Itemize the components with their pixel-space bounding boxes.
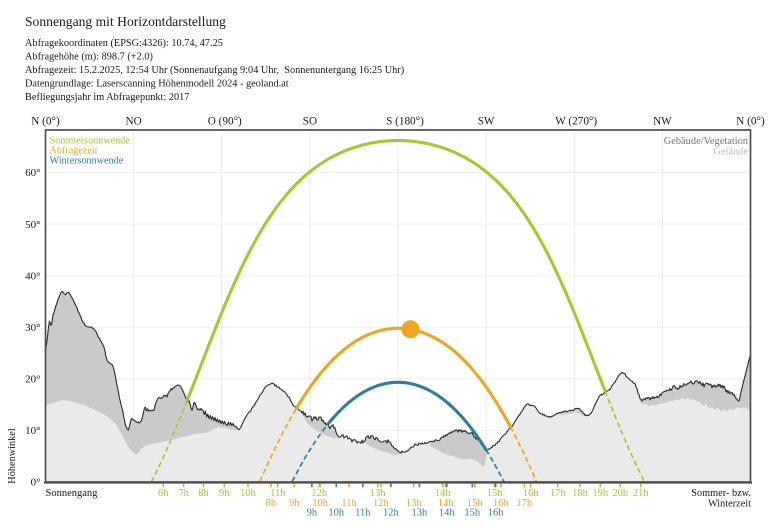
svg-text:Sonnengang: Sonnengang — [46, 488, 99, 499]
svg-text:10h: 10h — [328, 507, 345, 518]
svg-text:SO: SO — [303, 115, 317, 127]
svg-text:11h: 11h — [270, 488, 286, 499]
svg-text:Gelände: Gelände — [713, 146, 748, 157]
svg-text:6h: 6h — [158, 488, 169, 499]
svg-text:16h: 16h — [493, 498, 510, 509]
svg-text:60°: 60° — [25, 167, 40, 179]
svg-text:9h: 9h — [289, 498, 300, 509]
svg-text:Abfragezeit: 15.2.2025, 12:54: Abfragezeit: 15.2.2025, 12:54 Uhr (Sonne… — [25, 65, 404, 76]
svg-text:20°: 20° — [25, 374, 40, 386]
svg-text:19h: 19h — [592, 488, 609, 499]
svg-text:9h: 9h — [307, 507, 318, 518]
svg-text:14h: 14h — [435, 488, 452, 499]
svg-text:9h: 9h — [219, 488, 230, 499]
svg-text:15h: 15h — [464, 507, 481, 518]
svg-text:30°: 30° — [25, 322, 40, 334]
svg-text:12h: 12h — [373, 498, 390, 509]
svg-text:Datengrundlage: Laserscanning: Datengrundlage: Laserscanning Höhenmodel… — [25, 78, 289, 89]
svg-text:12h: 12h — [311, 488, 328, 499]
svg-text:Abfragezeit: Abfragezeit — [50, 145, 98, 156]
svg-text:8h: 8h — [198, 488, 209, 499]
svg-text:13h: 13h — [370, 488, 387, 499]
svg-text:S (180°): S (180°) — [386, 115, 424, 127]
svg-text:18h: 18h — [572, 488, 589, 499]
svg-text:14h: 14h — [438, 498, 455, 509]
svg-text:10h: 10h — [312, 498, 329, 509]
svg-text:10h: 10h — [240, 488, 257, 499]
svg-text:N (0°): N (0°) — [736, 115, 765, 127]
svg-text:15h: 15h — [487, 488, 504, 499]
svg-text:14h: 14h — [439, 507, 456, 518]
svg-text:10°: 10° — [25, 425, 40, 437]
svg-text:N (0°): N (0°) — [31, 115, 60, 127]
svg-text:8h: 8h — [266, 498, 277, 509]
svg-text:21h: 21h — [633, 488, 650, 499]
svg-text:11h: 11h — [355, 507, 371, 518]
svg-text:0°: 0° — [31, 477, 41, 489]
svg-text:17h: 17h — [516, 498, 533, 509]
svg-text:W (270°): W (270°) — [555, 115, 597, 127]
svg-text:7h: 7h — [178, 488, 189, 499]
svg-text:13h: 13h — [406, 498, 423, 509]
svg-text:11h: 11h — [341, 498, 357, 509]
svg-text:Sommersonnwende: Sommersonnwende — [50, 135, 131, 146]
svg-text:Gebäude/Vegetation: Gebäude/Vegetation — [664, 136, 749, 147]
svg-text:16h: 16h — [488, 507, 505, 518]
svg-text:40°: 40° — [25, 270, 40, 282]
svg-text:NO: NO — [126, 115, 142, 127]
svg-text:16h: 16h — [523, 488, 540, 499]
svg-text:Sommer- bzw.: Sommer- bzw. — [691, 488, 751, 499]
svg-text:Abfragekoordinaten (EPSG:4326): Abfragekoordinaten (EPSG:4326): 10.74, 4… — [25, 38, 223, 49]
svg-text:20h: 20h — [612, 488, 629, 499]
svg-text:12h: 12h — [383, 507, 400, 518]
svg-text:O (90°): O (90°) — [208, 115, 242, 127]
svg-text:Höhenwinkel: Höhenwinkel — [7, 428, 18, 484]
svg-text:Wintersonnwende: Wintersonnwende — [50, 155, 124, 166]
svg-text:Winterzeit: Winterzeit — [708, 499, 751, 510]
svg-text:Abfragehöhe (m): 898.7 (+2.0): Abfragehöhe (m): 898.7 (+2.0) — [25, 52, 153, 63]
svg-text:NW: NW — [653, 115, 672, 127]
svg-text:17h: 17h — [550, 488, 567, 499]
svg-text:Sonnengang mit Horizontdarstel: Sonnengang mit Horizontdarstellung — [25, 14, 226, 29]
svg-text:50°: 50° — [25, 219, 40, 231]
svg-text:15h: 15h — [467, 498, 484, 509]
svg-text:SW: SW — [478, 115, 495, 127]
svg-text:Befliegungsjahr im Abfragepunk: Befliegungsjahr im Abfragepunkt: 2017 — [25, 92, 189, 103]
svg-text:13h: 13h — [412, 507, 429, 518]
